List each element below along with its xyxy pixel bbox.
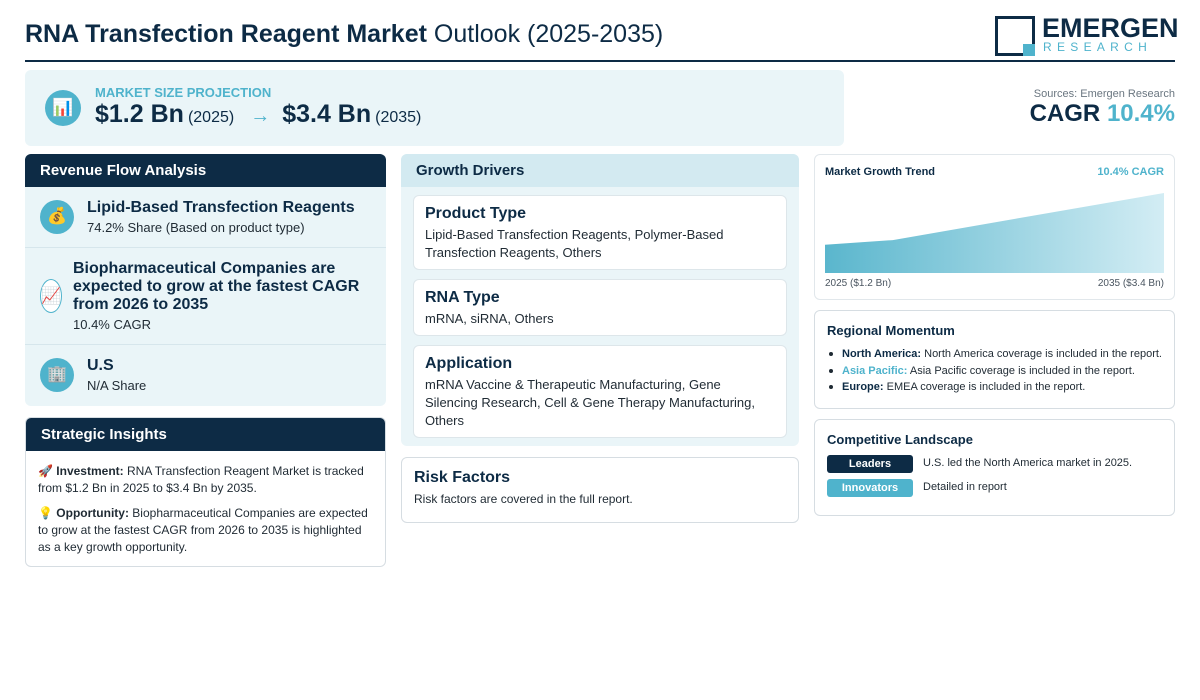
competitive-text: U.S. led the North America market in 202…	[923, 457, 1133, 469]
competitive-landscape-panel: Competitive Landscape Leaders U.S. led t…	[814, 419, 1175, 516]
growth-trend-end-label: 2035 ($3.4 Bn)	[1097, 278, 1164, 289]
revenue-item-title: Lipid-Based Transfection Reagents	[87, 199, 355, 216]
competitive-row: Leaders U.S. led the North America marke…	[827, 455, 1162, 479]
region-text: North America coverage is included in th…	[924, 348, 1162, 360]
competitive-text: Detailed in report	[923, 481, 1007, 493]
insight-opportunity: 💡 Opportunity: Biopharmaceutical Compani…	[38, 505, 373, 556]
insight-investment: 🚀 Investment: RNA Transfection Reagent M…	[38, 463, 373, 497]
revenue-item-sub: 10.4% CAGR	[73, 317, 152, 332]
sources-text: Sources: Emergen Research	[1033, 88, 1175, 100]
market-size-start-value: $1.2 Bn	[95, 100, 184, 128]
driver-title: Product Type	[425, 205, 527, 222]
region-name: North America:	[842, 348, 922, 360]
revenue-item-sub: 74.2% Share (Based on product type)	[87, 220, 305, 235]
revenue-item-sub: N/A Share	[87, 378, 147, 393]
revenue-item: 🏢 U.S N/A Share	[25, 345, 386, 406]
revenue-item-title: Biopharmaceutical Companies are expected…	[73, 260, 360, 313]
revenue-item: 💰 Lipid-Based Transfection Reagents 74.2…	[25, 187, 386, 248]
cagr-label: CAGR	[1029, 100, 1101, 127]
cagr-summary: CAGR 10.4%	[1030, 100, 1175, 128]
growth-drivers-panel: Growth Drivers Product Type Lipid-Based …	[401, 154, 799, 446]
revenue-item-title: U.S	[87, 357, 114, 374]
driver-title: Application	[425, 355, 513, 372]
logo-subtitle: RESEARCH	[1043, 40, 1153, 54]
page-title-rest: Outlook (2025-2035)	[433, 20, 664, 48]
insight-label: Investment:	[56, 464, 124, 478]
risk-factors-panel: Risk Factors Risk factors are covered in…	[401, 457, 799, 523]
driver-title: RNA Type	[425, 289, 500, 306]
chart-up-icon: 📈	[40, 279, 62, 313]
market-size-end-value: $3.4 Bn	[282, 100, 372, 128]
driver-text: mRNA Vaccine & Therapeutic Manufacturing…	[425, 377, 755, 428]
bar-chart-icon: 📊	[45, 90, 81, 126]
insight-text: Biopharmaceutical Companies are expected…	[38, 506, 368, 554]
list-item: Asia Pacific: Asia Pacific coverage is i…	[827, 363, 1162, 380]
risk-factors-title: Risk Factors	[414, 469, 511, 486]
logo-name: EMERGEN	[1042, 13, 1179, 43]
growth-trend-cagr: 10.4% CAGR	[1097, 166, 1164, 178]
leaders-badge: Leaders	[827, 455, 913, 473]
lightbulb-icon: 💡	[38, 506, 53, 520]
building-icon: 🏢	[40, 358, 74, 392]
region-name: Asia Pacific:	[842, 364, 908, 377]
page-title-bold: RNA Transfection Reagent Market	[25, 20, 427, 48]
revenue-flow-title: Revenue Flow Analysis	[25, 154, 386, 187]
growth-trend-title: Market Growth Trend	[825, 166, 936, 178]
market-size-values: $1.2 Bn (2025) → $3.4 Bn (2035)	[95, 100, 421, 129]
strategic-insights-panel: Strategic Insights 🚀 Investment: RNA Tra…	[25, 417, 386, 567]
arrow-right-icon: →	[250, 105, 271, 127]
money-bag-icon: 💰	[40, 200, 74, 234]
region-text: EMEA coverage is included in the report.	[886, 381, 1086, 393]
page-title: RNA Transfection Reagent Market Outlook …	[25, 20, 663, 49]
insight-label: Opportunity:	[56, 506, 129, 520]
growth-area	[825, 193, 1164, 273]
driver-text: mRNA, siRNA, Others	[425, 311, 554, 326]
growth-trend-chart	[825, 193, 1164, 273]
region-name: Europe:	[842, 381, 884, 393]
market-size-panel: 📊 MARKET SIZE PROJECTION $1.2 Bn (2025) → $…	[25, 70, 844, 146]
growth-drivers-title: Growth Drivers	[401, 154, 799, 187]
rocket-icon: 🚀	[38, 464, 53, 478]
innovators-badge: Innovators	[827, 479, 913, 497]
strategic-insights-title: Strategic Insights	[26, 418, 385, 451]
market-size-start-year: (2025)	[187, 109, 235, 126]
regional-list: North America: North America coverage is…	[827, 346, 1162, 396]
driver-card: RNA Type mRNA, siRNA, Others	[413, 279, 787, 336]
growth-trend-start-label: 2025 ($1.2 Bn)	[825, 278, 892, 289]
driver-card: Application mRNA Vaccine & Therapeutic M…	[413, 345, 787, 438]
driver-card: Product Type Lipid-Based Transfection Re…	[413, 195, 787, 270]
emergen-logo: EMERGEN RESEARCH	[995, 14, 1179, 56]
regional-momentum-panel: Regional Momentum North America: North A…	[814, 310, 1175, 409]
cagr-value: 10.4%	[1106, 100, 1175, 127]
risk-factors-text: Risk factors are covered in the full rep…	[414, 492, 633, 506]
competitive-landscape-title: Competitive Landscape	[827, 432, 973, 447]
logo-mark-icon	[995, 16, 1035, 56]
region-text: Asia Pacific coverage is included in the…	[909, 364, 1135, 377]
revenue-item: 📈 Biopharmaceutical Companies are expect…	[25, 248, 386, 345]
list-item: North America: North America coverage is…	[827, 346, 1162, 363]
insight-text: RNA Transfection Reagent Market is track…	[38, 464, 364, 495]
revenue-flow-panel: Revenue Flow Analysis 💰 Lipid-Based Tran…	[25, 154, 386, 406]
market-size-label: MARKET SIZE PROJECTION	[95, 85, 272, 100]
list-item: Europe: EMEA coverage is included in the…	[827, 379, 1162, 396]
regional-momentum-title: Regional Momentum	[827, 323, 955, 338]
header: RNA Transfection Reagent Market Outlook …	[25, 10, 1179, 62]
driver-text: Lipid-Based Transfection Reagents, Polym…	[425, 227, 724, 260]
competitive-row: Innovators Detailed in report	[827, 479, 1162, 503]
growth-trend-panel: Market Growth Trend 10.4% CAGR 2025 ($1.…	[814, 154, 1175, 300]
market-size-end-year: (2035)	[375, 109, 422, 126]
